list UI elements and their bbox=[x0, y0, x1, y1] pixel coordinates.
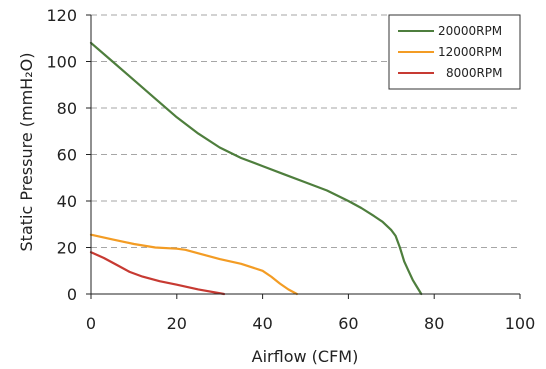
x-tick-label-20: 20 bbox=[167, 314, 187, 333]
series-line-8000rpm bbox=[89, 251, 226, 296]
x-tick-label-40: 40 bbox=[252, 314, 272, 333]
series-layer bbox=[89, 41, 423, 296]
series-line-12000rpm bbox=[89, 233, 298, 296]
grid-layer bbox=[91, 14, 520, 248]
y-axis-title: Static Pressure (mmH₂O) bbox=[17, 53, 36, 252]
y-tick-label-80: 80 bbox=[57, 99, 77, 118]
x-tick-label-80: 80 bbox=[424, 314, 444, 333]
y-tick-label-0: 0 bbox=[67, 285, 77, 304]
y-tick-label-120: 120 bbox=[46, 6, 77, 25]
legend-label-20000rpm: 20000RPM bbox=[438, 24, 502, 38]
y-tick-label-40: 40 bbox=[57, 192, 77, 211]
x-axis-title: Airflow (CFM) bbox=[252, 347, 359, 366]
ticks-layer: 0 20 40 60 80 100 0 20 40 60 80 100 120 bbox=[46, 6, 535, 333]
x-tick-label-100: 100 bbox=[505, 314, 536, 333]
x-tick-label-0: 0 bbox=[86, 314, 96, 333]
y-tick-label-100: 100 bbox=[46, 53, 77, 72]
legend-label-8000rpm: 8000RPM bbox=[446, 66, 502, 80]
legend-label-12000rpm: 12000RPM bbox=[438, 45, 502, 59]
x-tick-label-60: 60 bbox=[338, 314, 358, 333]
y-tick-label-20: 20 bbox=[57, 239, 77, 258]
y-tick-label-60: 60 bbox=[57, 146, 77, 165]
series-line-20000rpm bbox=[89, 41, 423, 296]
legend: 20000RPM 12000RPM 8000RPM bbox=[388, 14, 521, 90]
